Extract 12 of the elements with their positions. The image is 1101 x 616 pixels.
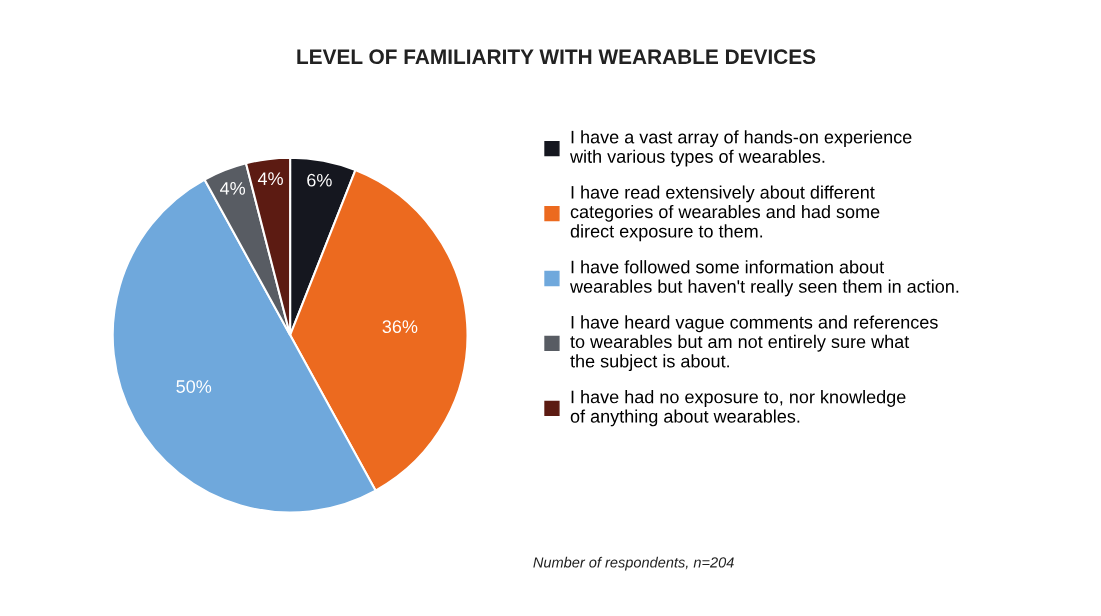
data-label: 4% bbox=[220, 182, 246, 195]
legend-label: I have heard vague comments and references to wearables but am not entirely sure what the subject is about. bbox=[570, 315, 938, 372]
chart-title: LEVEL OF FAMILIARITY WITH WEARABLE DEVICES bbox=[297, 49, 816, 65]
data-label: 36% bbox=[382, 320, 418, 334]
data-label: 50% bbox=[176, 380, 212, 393]
legend-label: I have followed some information about wearables but haven't really seen them in action. bbox=[569, 260, 959, 297]
data-label: 6% bbox=[307, 173, 332, 187]
legend-label: I have had no exposure to, nor knowledge of anything about wearables. bbox=[570, 390, 906, 427]
legend-label: I have read extensively about different categories of wearables and had some direct exposure to them. bbox=[570, 185, 880, 242]
data-label: 4% bbox=[257, 172, 283, 185]
text: Number of respondents, n=204 bbox=[533, 556, 734, 571]
legend-label: I have a vast array of hands-on experience with various types of wearables. bbox=[569, 130, 912, 167]
